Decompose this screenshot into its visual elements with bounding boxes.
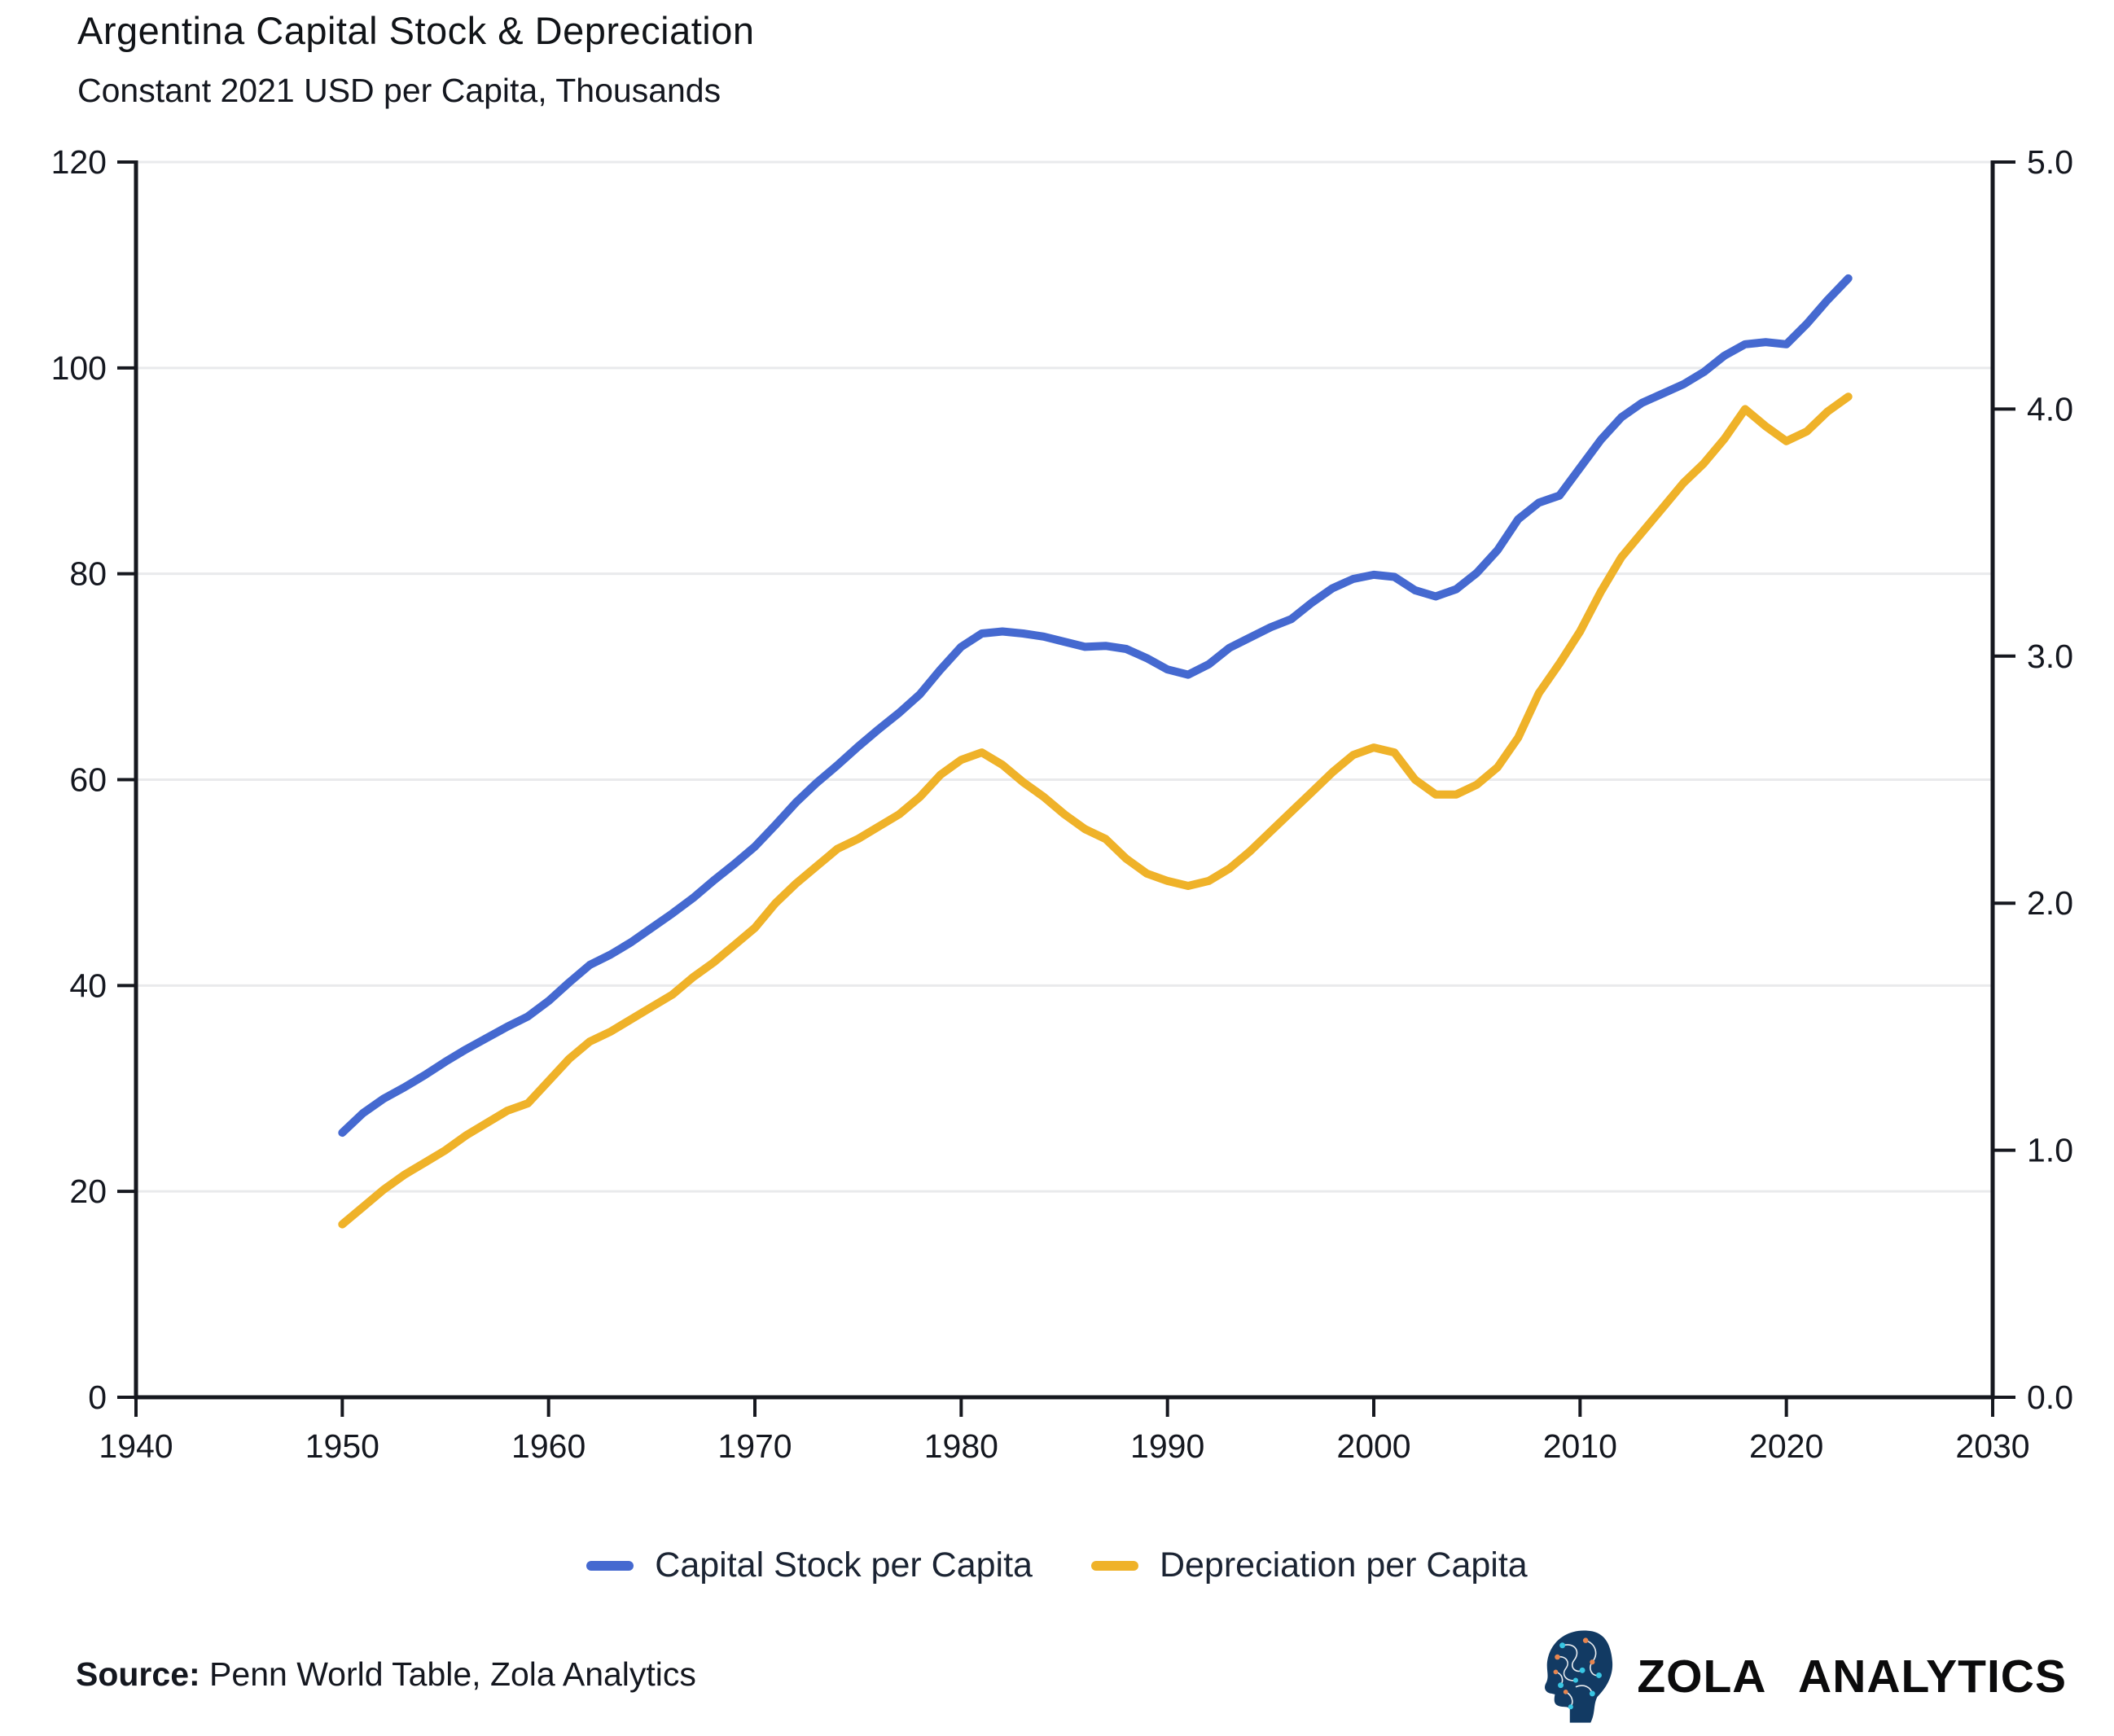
series-line-capital-stock-per-capita	[338, 274, 1853, 1138]
right-axis-tick-label: 2.0	[2027, 884, 2073, 922]
x-axis-tick-label: 1970	[717, 1427, 792, 1465]
left-axis-tick-label: 60	[69, 761, 107, 799]
series-line-depreciation-per-capita	[338, 392, 1853, 1229]
source-text: Penn World Table, Zola Analytics	[200, 1655, 696, 1693]
x-axis-tick-label: 2030	[1955, 1427, 2029, 1465]
capital-stock-swatch-icon	[586, 1560, 634, 1571]
chart-subtitle: Constant 2021 USD per Capita, Thousands	[77, 72, 721, 109]
legend-label-depreciation: Depreciation per Capita	[1159, 1545, 1528, 1585]
legend-label-capital-stock: Capital Stock per Capita	[655, 1545, 1033, 1585]
left-axis-tick-label: 120	[51, 143, 107, 181]
right-axis-tick-label: 5.0	[2027, 143, 2073, 181]
x-axis-tick-label: 2010	[1543, 1427, 1617, 1465]
source-label: Source:	[76, 1655, 200, 1693]
chart-title: Argentina Capital Stock & Depreciation	[77, 9, 755, 52]
left-axis-tick-label: 0	[88, 1379, 107, 1416]
x-axis-tick-label: 1940	[99, 1427, 173, 1465]
left-axis-tick-label: 80	[69, 555, 107, 593]
right-axis-tick-label: 0.0	[2027, 1379, 2073, 1416]
left-axis-tick-label: 20	[69, 1173, 107, 1210]
x-axis-tick-label: 2000	[1336, 1427, 1410, 1465]
x-axis-tick-label: 1980	[924, 1427, 998, 1465]
legend-item-depreciation: Depreciation per Capita	[1090, 1545, 1528, 1585]
x-axis-tick-label: 1990	[1130, 1427, 1204, 1465]
right-axis-tick-label: 4.0	[2027, 390, 2073, 427]
legend: Capital Stock per Capita Depreciation pe…	[0, 1545, 2114, 1585]
right-axis-tick-label: 3.0	[2027, 638, 2073, 675]
x-axis-tick-label: 2020	[1749, 1427, 1823, 1465]
brand-text: ZOLA ANALYTICS	[1637, 1651, 2067, 1703]
left-axis-tick-label: 40	[69, 967, 107, 1004]
left-axis-tick-label: 100	[51, 349, 107, 387]
x-axis-tick-label: 1960	[511, 1427, 586, 1465]
footer: Source: Penn World Table, Zola Analytics	[0, 1624, 2114, 1736]
x-axis-tick-label: 1950	[305, 1427, 379, 1465]
brand: ZOLA ANALYTICS	[1537, 1629, 2067, 1725]
zola-head-logo-icon	[1545, 1630, 1613, 1723]
source-line: Source: Penn World Table, Zola Analytics	[76, 1655, 696, 1694]
legend-item-capital-stock: Capital Stock per Capita	[586, 1545, 1033, 1585]
depreciation-swatch-icon	[1090, 1560, 1138, 1571]
right-axis-tick-label: 1.0	[2027, 1132, 2073, 1169]
